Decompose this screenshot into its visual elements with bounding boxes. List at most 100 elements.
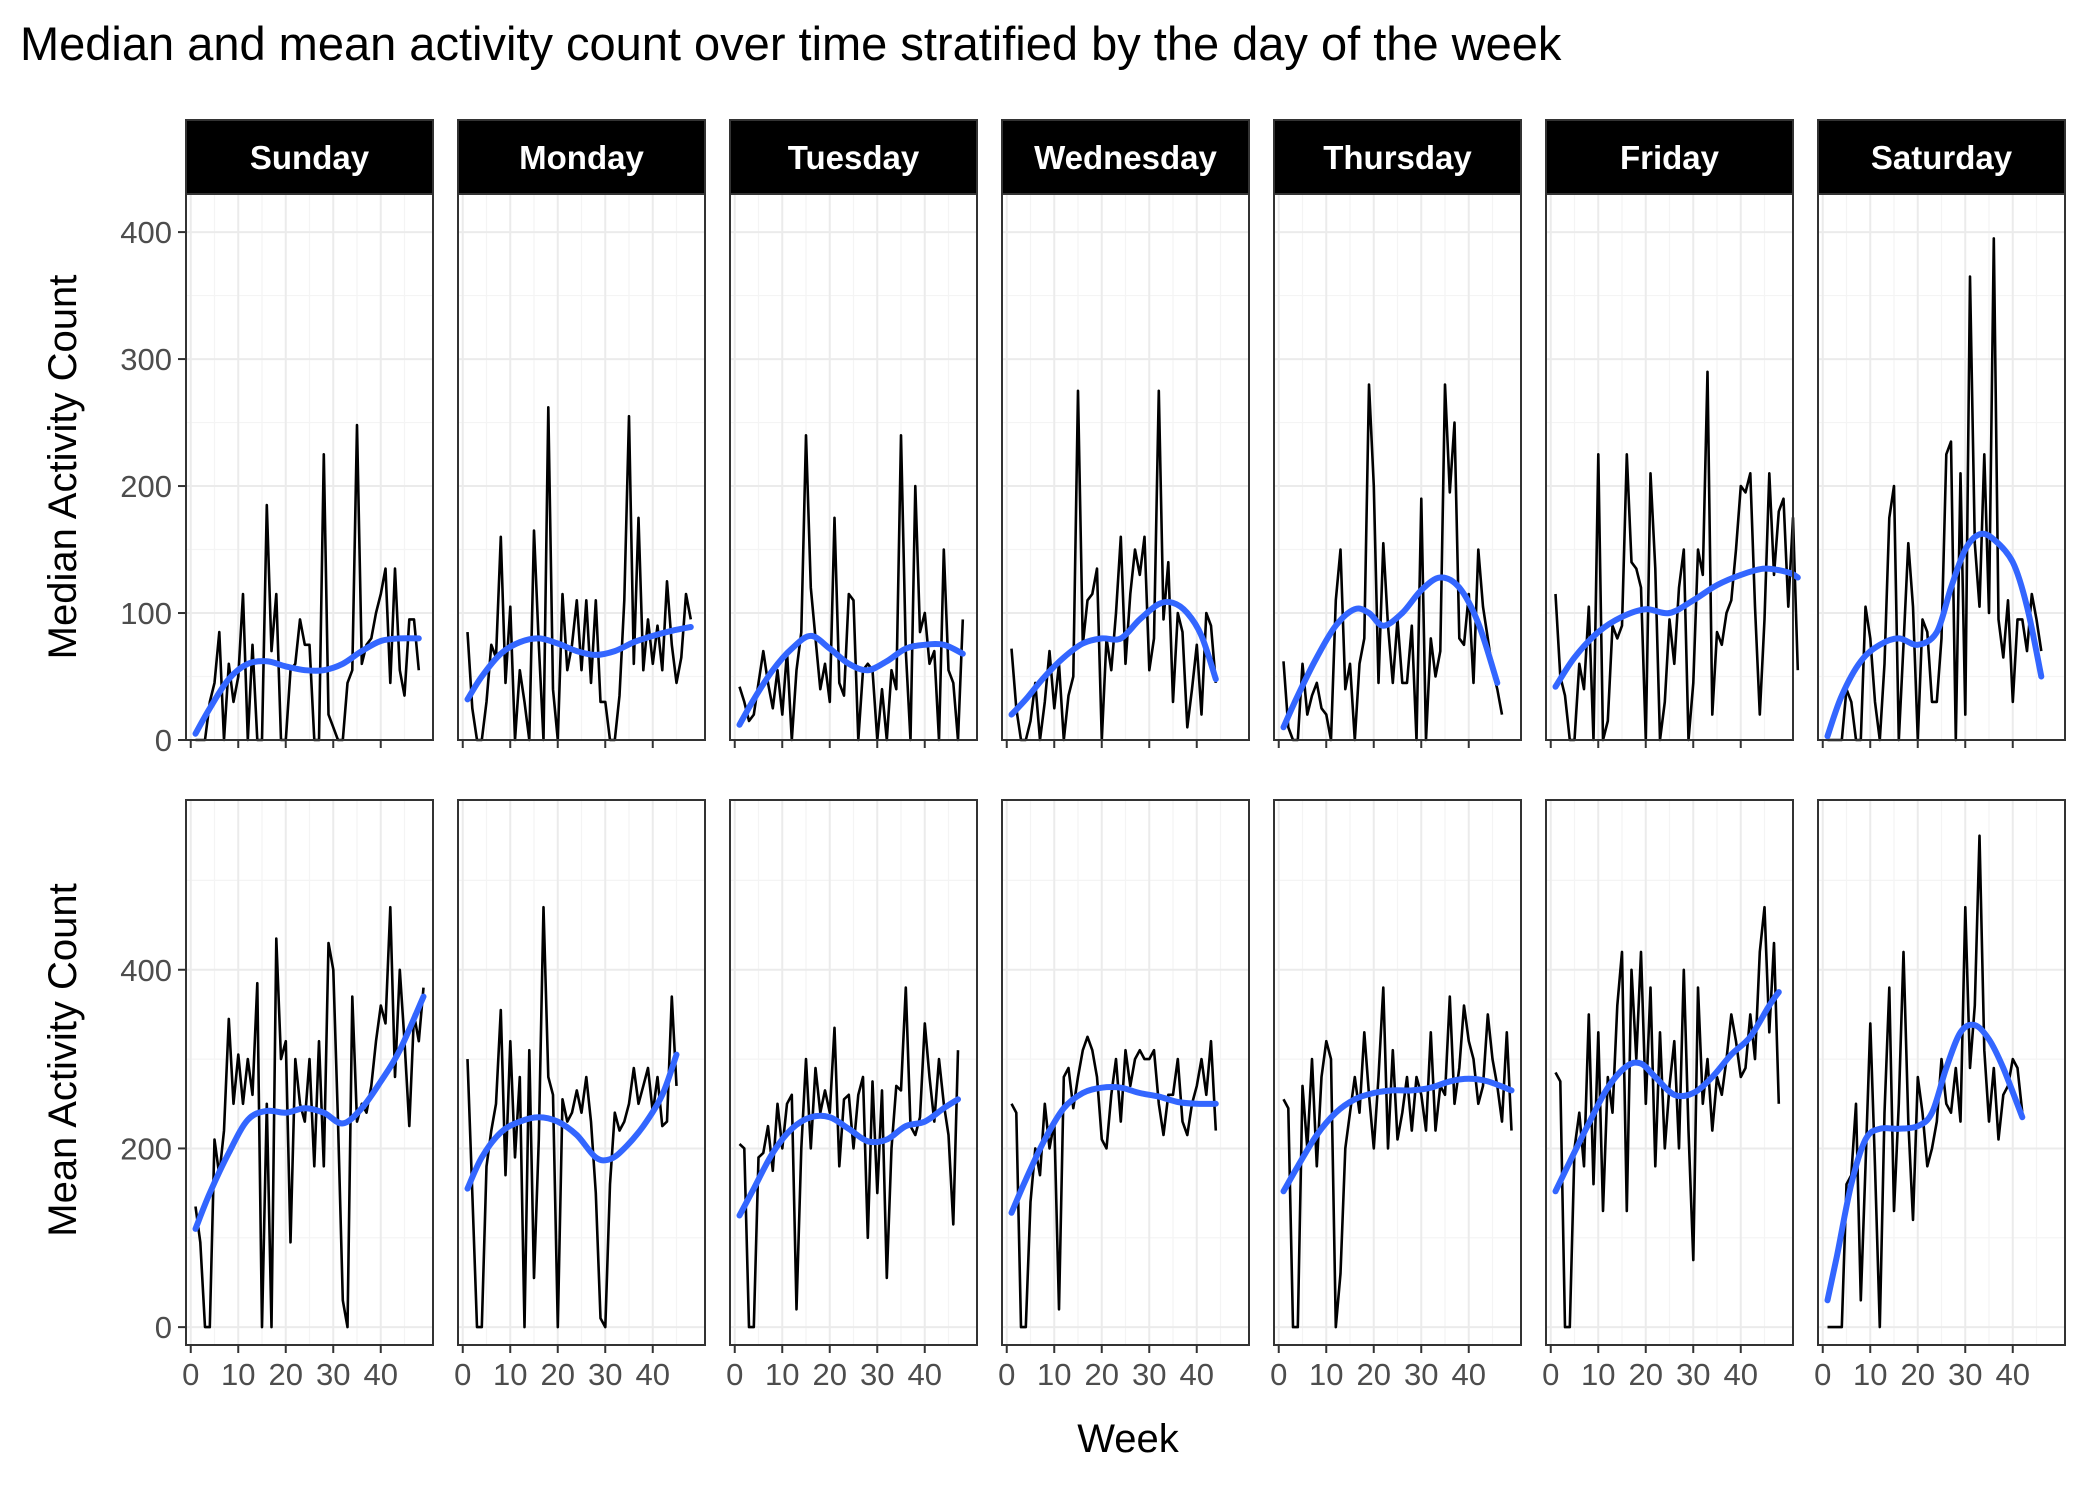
panel-border	[1545, 799, 1794, 1346]
raw-series-line	[1010, 1035, 1218, 1329]
y-axis-title-mean: Mean Activity Count	[41, 883, 85, 1237]
x-tick-label: 10	[765, 1357, 799, 1392]
strip-6	[1817, 119, 2066, 195]
strip-label-0: Sunday	[250, 139, 370, 176]
x-tick-label: 40	[908, 1357, 942, 1392]
x-tick-label: 20	[269, 1357, 303, 1392]
y-tick-label: 0	[155, 1310, 172, 1345]
panel-0-5: Friday	[1545, 119, 1801, 748]
x-tick-label: 40	[636, 1357, 670, 1392]
x-tick-label: 30	[1676, 1357, 1710, 1392]
x-tick-label: 10	[1853, 1357, 1887, 1392]
x-tick-label: 30	[1404, 1357, 1438, 1392]
panel-border	[1817, 799, 2066, 1346]
y-tick-label: 200	[120, 469, 172, 504]
raw-series-line	[466, 905, 678, 1329]
y-tick-label: 100	[120, 596, 172, 631]
x-tick-label: 20	[813, 1357, 847, 1392]
raw-series-line	[194, 905, 425, 1329]
strip-label-2: Tuesday	[788, 139, 920, 176]
raw-series-line	[1282, 383, 1504, 742]
x-tick-label: 30	[860, 1357, 894, 1392]
panel-border	[1817, 193, 2066, 741]
panel-0-1: Monday	[457, 119, 706, 748]
raw-series-line	[738, 986, 960, 1329]
raw-series-line	[1827, 834, 2024, 1329]
x-axis-title: Week	[1077, 1417, 1180, 1461]
panel-border	[457, 193, 706, 741]
smooth-trend-line	[1824, 1021, 2026, 1304]
panel-border	[1273, 799, 1522, 1346]
smooth-trend-line	[1552, 989, 1782, 1195]
x-tick-label: 30	[1132, 1357, 1166, 1392]
strip-label-5: Friday	[1620, 139, 1720, 176]
x-tick-label: 20	[1085, 1357, 1119, 1392]
raw-series-line	[1554, 905, 1781, 1329]
x-tick-label: 10	[1037, 1357, 1071, 1392]
smooth-trend-line	[1008, 598, 1219, 718]
x-tick-label: 10	[221, 1357, 255, 1392]
smooth-trend-line	[1552, 565, 1801, 690]
x-tick-label: 0	[1270, 1357, 1287, 1392]
raw-series-line	[195, 423, 421, 742]
panel-1-5: 0 10 20 30 40	[1542, 799, 1794, 1392]
raw-series-line	[1554, 370, 1800, 742]
panel-border	[457, 799, 706, 1346]
raw-series-line	[1827, 237, 2043, 742]
panel-border	[1001, 193, 1250, 741]
y-tick-label: 400	[120, 953, 172, 988]
x-tick-label: 10	[493, 1357, 527, 1392]
panel-border	[185, 193, 434, 741]
smooth-trend-line	[192, 993, 427, 1232]
y-axis-title-median: Median Activity Count	[41, 275, 85, 660]
smooth-trend-line	[1280, 1075, 1515, 1195]
smooth-trend-line	[736, 1096, 961, 1219]
x-tick-label: 40	[1724, 1357, 1758, 1392]
x-tick-label: 30	[1948, 1357, 1982, 1392]
strip-label-6: Saturday	[1871, 139, 2013, 176]
x-tick-label: 40	[1452, 1357, 1486, 1392]
strip-0	[185, 119, 434, 195]
panel-1-3: 0 10 20 30 40	[998, 799, 1250, 1392]
panel-border	[729, 799, 978, 1346]
x-tick-label: 40	[1180, 1357, 1214, 1392]
panel-border	[1001, 799, 1250, 1346]
x-tick-label: 40	[364, 1357, 398, 1392]
x-tick-label: 20	[1629, 1357, 1663, 1392]
x-tick-label: 30	[588, 1357, 622, 1392]
y-tick-label: 300	[120, 342, 172, 377]
x-tick-label: 30	[316, 1357, 350, 1392]
smooth-trend-line	[464, 1051, 680, 1192]
x-tick-label: 10	[1309, 1357, 1343, 1392]
x-tick-label: 20	[1357, 1357, 1391, 1392]
smooth-trend-line	[1280, 574, 1501, 731]
panel-1-6: 0 10 20 30 40	[1814, 799, 2066, 1392]
y-tick-label: 0	[155, 723, 172, 758]
smooth-trend-line	[736, 632, 966, 728]
strip-3	[1001, 119, 1250, 195]
smooth-trend-line	[1824, 530, 2045, 740]
strip-label-3: Wednesday	[1034, 139, 1217, 176]
strip-label-4: Thursday	[1323, 139, 1472, 176]
panel-1-1: 0 10 20 30 40	[454, 799, 706, 1392]
x-tick-label: 40	[1996, 1357, 2030, 1392]
raw-series-line	[466, 405, 693, 742]
y-tick-label: 200	[120, 1131, 172, 1166]
panel-border	[729, 193, 978, 741]
x-tick-label: 0	[182, 1357, 199, 1392]
panel-1-2: 0 10 20 30 40	[726, 799, 978, 1392]
x-tick-label: 20	[541, 1357, 575, 1392]
panel-border	[1545, 193, 1794, 741]
x-tick-label: 0	[998, 1357, 1015, 1392]
raw-series-line	[738, 433, 965, 742]
raw-series-line	[1010, 389, 1218, 742]
strip-4	[1273, 119, 1522, 195]
panel-border	[1273, 193, 1522, 741]
panel-1-4: 0 10 20 30 40	[1270, 799, 1522, 1392]
strip-2	[729, 119, 978, 195]
panel-border	[185, 799, 434, 1346]
